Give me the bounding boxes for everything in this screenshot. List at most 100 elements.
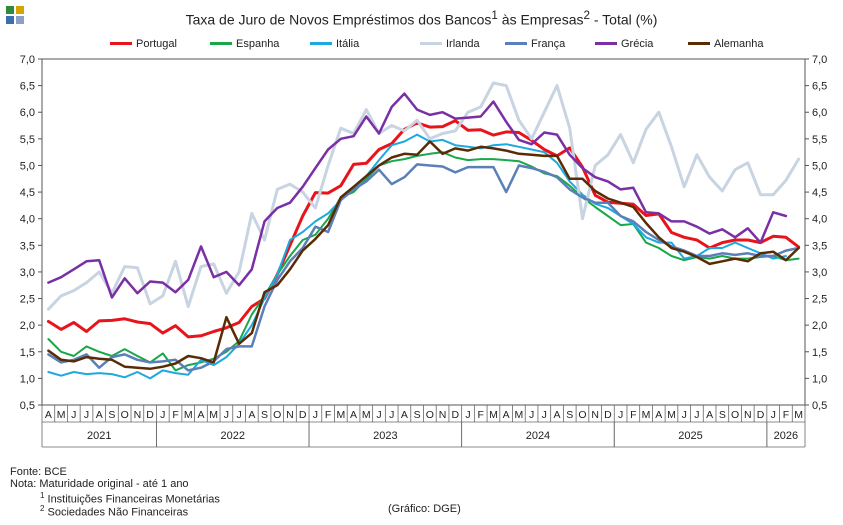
legend-label: Portugal — [136, 38, 177, 50]
x-tick-label: J — [465, 409, 470, 421]
x-tick-label: D — [299, 409, 307, 421]
x-tick-label: S — [414, 409, 421, 421]
legend-swatch — [688, 41, 710, 45]
chart-credit: (Gráfico: DGE) — [388, 503, 461, 515]
x-tick-label: M — [184, 409, 193, 421]
legend-item-espanha: Espanha — [210, 38, 279, 50]
y-tick-label-left: 4,5 — [20, 187, 35, 199]
y-tick-label-right: 1,5 — [812, 347, 827, 359]
y-tick-label-left: 1,0 — [20, 373, 35, 385]
x-tick-label: J — [771, 409, 776, 421]
x-tick-label: M — [515, 409, 524, 421]
legend-label: França — [531, 38, 566, 50]
y-tick-label-right: 0,5 — [812, 400, 827, 412]
x-tick-label: A — [706, 409, 713, 421]
year-label: 2025 — [678, 430, 702, 442]
legend-swatch — [210, 41, 232, 45]
x-tick-label: M — [489, 409, 498, 421]
x-tick-label: J — [236, 409, 241, 421]
y-tick-label-left: 5,5 — [20, 134, 35, 146]
legend-label: Espanha — [236, 38, 280, 50]
x-tick-label: O — [578, 409, 586, 421]
x-tick-label: J — [71, 409, 76, 421]
x-tick-label: J — [389, 409, 394, 421]
title-sup-1: 1 — [491, 9, 498, 22]
footer-source: Fonte: BCE — [10, 466, 67, 478]
x-tick-label: M — [362, 409, 371, 421]
legend-swatch — [420, 41, 442, 45]
x-tick-label: D — [451, 409, 459, 421]
x-tick-label: A — [45, 409, 52, 421]
series-line-irlanda — [46, 81, 801, 311]
y-tick-label-left: 2,5 — [20, 294, 35, 306]
y-tick-label-left: 0,5 — [20, 400, 35, 412]
x-tick-label: O — [121, 409, 129, 421]
legend-swatch — [595, 41, 617, 45]
legend-item-portugal: Portugal — [110, 38, 177, 50]
legend-item-grécia: Grécia — [595, 38, 653, 50]
series-line-portugal — [46, 119, 801, 339]
x-tick-label: J — [542, 409, 547, 421]
legend-item-frança: França — [505, 38, 565, 50]
x-tick-label: J — [376, 409, 381, 421]
x-tick-label: M — [336, 409, 345, 421]
legend-swatch — [310, 41, 332, 45]
legend-item-irlanda: Irlanda — [420, 38, 480, 50]
x-tick-label: A — [197, 409, 204, 421]
x-tick-label: M — [794, 409, 803, 421]
y-tick-label-left: 4,0 — [20, 214, 35, 226]
dge-logo — [6, 6, 24, 24]
y-tick-label-right: 4,5 — [812, 187, 827, 199]
x-tick-label: N — [134, 409, 142, 421]
legend-label: Itália — [336, 38, 360, 50]
x-tick-label: J — [313, 409, 318, 421]
x-tick-label: A — [401, 409, 408, 421]
y-tick-label-right: 7,0 — [812, 54, 827, 66]
x-tick-label: J — [160, 409, 165, 421]
y-tick-label-left: 3,5 — [20, 240, 35, 252]
year-label: 2023 — [373, 430, 397, 442]
x-tick-label: D — [146, 409, 154, 421]
legend-label: Alemanha — [714, 38, 764, 50]
legend-swatch — [505, 41, 527, 45]
footer-note-1: 1 Instituições Financeiras Monetárias — [40, 490, 220, 506]
x-tick-label: S — [108, 409, 115, 421]
year-label: 2022 — [221, 430, 245, 442]
y-tick-label-left: 6,5 — [20, 81, 35, 93]
title-text-end: - Total (%) — [589, 11, 658, 28]
x-tick-label: A — [554, 409, 561, 421]
series-line-alemanha — [47, 140, 800, 371]
y-tick-label-left: 1,5 — [20, 347, 35, 359]
y-tick-label-left: 5,0 — [20, 160, 35, 172]
legend-item-itália: Itália — [310, 38, 359, 50]
x-tick-label: F — [478, 409, 484, 421]
x-tick-label: F — [325, 409, 331, 421]
footer-note: Nota: Maturidade original - até 1 ano — [10, 478, 189, 490]
x-tick-label: D — [604, 409, 612, 421]
x-tick-label: A — [655, 409, 662, 421]
footer-note-1-text: Instituições Financeiras Monetárias — [44, 493, 220, 506]
x-tick-label: F — [783, 409, 789, 421]
logo-square-2 — [16, 6, 24, 14]
x-tick-label: D — [757, 409, 765, 421]
y-tick-label-left: 3,0 — [20, 267, 35, 279]
x-tick-label: N — [744, 409, 752, 421]
footer-note-2-sup: 2 — [40, 504, 45, 513]
series-line-grécia — [47, 92, 788, 299]
chart-title: Taxa de Juro de Novos Empréstimos dos Ba… — [0, 9, 843, 28]
x-tick-label: J — [682, 409, 687, 421]
line-chart: 0,5 0,5 1,0 1,0 1,5 1,5 2,0 2,0 2,5 2,5 3,0 3,0 3,5 3… — [20, 54, 827, 448]
y-tick-label-right: 6,5 — [812, 81, 827, 93]
x-tick-label: M — [57, 409, 66, 421]
x-tick-label: J — [529, 409, 534, 421]
x-tick-label: M — [667, 409, 676, 421]
x-tick-label: O — [273, 409, 281, 421]
x-tick-label: O — [426, 409, 434, 421]
y-tick-label-right: 6,0 — [812, 107, 827, 119]
x-tick-label: N — [439, 409, 447, 421]
y-tick-label-right: 1,0 — [812, 373, 827, 385]
legend-label: Grécia — [621, 38, 654, 50]
x-tick-label: F — [630, 409, 636, 421]
x-tick-label: F — [172, 409, 178, 421]
y-tick-label-right: 2,5 — [812, 294, 827, 306]
